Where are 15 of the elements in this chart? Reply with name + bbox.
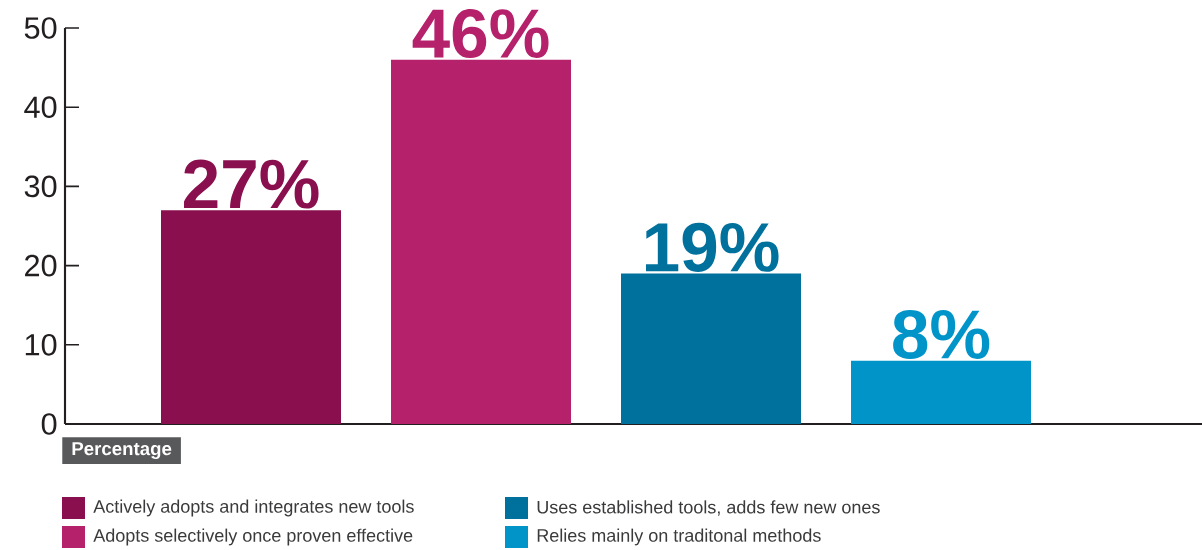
data-label: 27% bbox=[184, 159, 319, 209]
y-tick-label: 0 bbox=[41, 413, 57, 435]
data-label: 46% bbox=[412, 8, 549, 59]
legend-label: Uses established tools, adds few new ones bbox=[537, 500, 880, 516]
y-tick-label: 40 bbox=[24, 96, 57, 119]
y-tick-label: 20 bbox=[25, 254, 57, 277]
y-tick-label: 10 bbox=[25, 333, 57, 356]
y-tick-label: 50 bbox=[24, 17, 57, 39]
legend-label: Relies mainly on traditonal methods bbox=[537, 528, 821, 546]
data-label: 8% bbox=[893, 309, 990, 360]
x-axis-title: Percentage bbox=[72, 442, 172, 460]
y-tick-label: 30 bbox=[24, 175, 57, 198]
legend-label: Actively adopts and integrates new tools bbox=[93, 499, 414, 517]
legend-label: Adopts selectively once proven effective bbox=[93, 528, 413, 546]
data-label: 19% bbox=[646, 222, 779, 272]
